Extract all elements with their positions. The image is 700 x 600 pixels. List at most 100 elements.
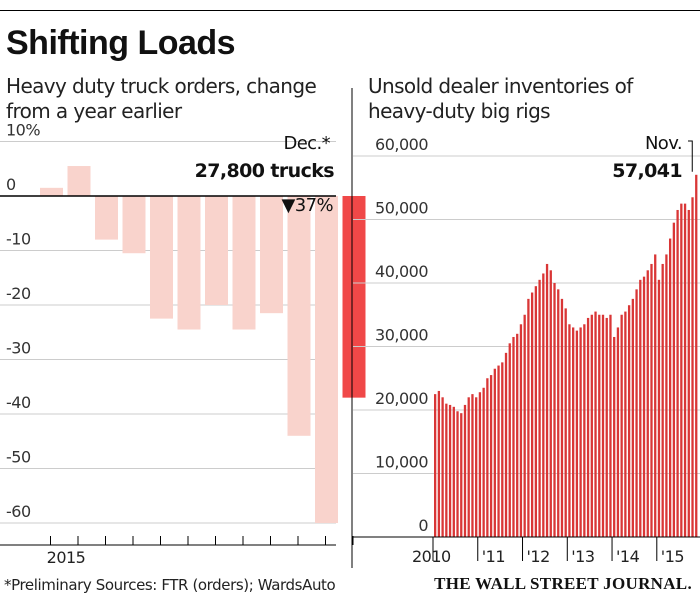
left-y-tick-label: -60 xyxy=(6,502,31,521)
right-bar xyxy=(542,273,545,537)
left-bar-highlight xyxy=(342,196,366,398)
left-annotation-label: Dec.* xyxy=(283,133,330,154)
right-bar xyxy=(545,263,549,537)
left-bar xyxy=(95,196,118,240)
right-y-tick-label: 50,000 xyxy=(375,199,428,218)
right-bar xyxy=(471,394,474,537)
right-x-tick-label: '11 xyxy=(482,547,505,566)
left-y-tick-label: -50 xyxy=(6,448,31,467)
right-bar xyxy=(489,375,493,537)
right-y-tick-label: 30,000 xyxy=(375,326,428,345)
right-bar xyxy=(687,209,690,537)
right-bar xyxy=(437,390,441,537)
right-bar xyxy=(620,314,623,537)
right-bar xyxy=(650,263,653,537)
right-bar xyxy=(631,298,634,537)
right-gridlines: 60,000 50,000 40,000 30,000 20,000 10,000 0 xyxy=(353,135,700,538)
top-rule xyxy=(0,10,700,11)
right-x-tick-label: '13 xyxy=(571,547,594,566)
right-bar xyxy=(549,270,552,537)
right-x-tick-label: '14 xyxy=(616,547,640,566)
left-bar xyxy=(287,196,311,436)
right-x-tick-label: '15 xyxy=(661,547,684,566)
right-bar xyxy=(553,283,556,537)
right-bar xyxy=(590,314,593,537)
right-bar xyxy=(452,406,455,537)
right-bar xyxy=(527,298,530,537)
right-bar xyxy=(635,289,638,537)
right-bar xyxy=(605,317,608,537)
left-annotation-change: ▼37% xyxy=(282,195,334,216)
right-bar xyxy=(467,397,470,537)
right-bar xyxy=(665,254,668,538)
right-bar xyxy=(579,327,582,537)
right-bar xyxy=(516,333,519,537)
right-bar xyxy=(583,324,586,537)
right-axis: 2010 '11 '12 '13 '14 '15 xyxy=(353,536,700,566)
publisher-logo: THE WALL STREET JOURNAL. xyxy=(434,574,692,593)
right-bar xyxy=(680,203,683,537)
right-bar xyxy=(598,314,601,537)
right-bar xyxy=(661,263,664,537)
left-bar xyxy=(205,196,228,305)
right-bar xyxy=(613,336,616,537)
annotations: Dec.* 27,800 trucks ▼37% Nov. 57,041 xyxy=(195,133,693,216)
right-y-tick-label: 10,000 xyxy=(375,453,428,472)
right-bar xyxy=(672,222,676,538)
right-bar xyxy=(448,404,452,537)
right-y-tick-label: 60,000 xyxy=(375,135,428,154)
right-bar xyxy=(534,286,538,537)
left-bar xyxy=(260,196,283,314)
left-bar xyxy=(122,196,146,254)
footnote: *Preliminary Sources: FTR (orders); Ward… xyxy=(4,576,336,594)
right-bar xyxy=(460,413,463,537)
left-y-tick-label: -10 xyxy=(6,230,31,249)
right-x-tick-label: '12 xyxy=(527,547,550,566)
left-bar xyxy=(315,196,338,523)
left-bar xyxy=(177,196,201,330)
right-bar xyxy=(609,314,612,537)
right-bar xyxy=(627,305,631,537)
right-bar xyxy=(575,330,579,537)
right-bar xyxy=(695,174,698,537)
right-bar xyxy=(654,254,657,538)
right-bar xyxy=(523,314,526,537)
right-annotation-value: 57,041 xyxy=(612,160,682,182)
right-bar xyxy=(646,270,649,537)
right-bar xyxy=(639,279,642,537)
right-bar xyxy=(557,289,560,537)
right-annotation-label: Nov. xyxy=(645,133,682,154)
left-bars xyxy=(40,166,366,523)
right-bar xyxy=(538,279,541,537)
right-bar xyxy=(463,404,467,537)
right-bar xyxy=(478,392,482,537)
left-y-tick-label: -30 xyxy=(6,339,31,358)
right-bar xyxy=(568,324,571,537)
right-bar xyxy=(434,394,437,537)
right-bar xyxy=(586,317,590,537)
right-bar xyxy=(683,203,687,537)
left-y-tick-label: 10% xyxy=(6,121,40,140)
left-bar xyxy=(232,196,256,330)
right-bar xyxy=(497,365,500,537)
left-axis: 2015 xyxy=(0,195,354,567)
right-bar xyxy=(560,298,564,537)
right-bar xyxy=(445,403,448,537)
right-bar xyxy=(508,343,511,537)
left-x-tick-label: 2015 xyxy=(47,548,86,567)
right-bar xyxy=(601,314,605,537)
left-bar xyxy=(67,166,91,196)
right-bar xyxy=(668,238,672,538)
left-y-tick-label: -20 xyxy=(6,284,31,303)
right-bar xyxy=(501,362,504,537)
right-bar xyxy=(624,311,627,537)
right-bar xyxy=(676,209,679,537)
page-title: Shifting Loads xyxy=(6,24,236,62)
left-bar xyxy=(150,196,173,319)
left-annotation-value: 27,800 trucks xyxy=(195,160,335,182)
right-bar xyxy=(530,292,534,537)
right-chart-title: Unsold dealer inventories of heavy-duty … xyxy=(368,74,633,123)
right-bar xyxy=(456,411,459,537)
left-bar xyxy=(40,187,63,196)
